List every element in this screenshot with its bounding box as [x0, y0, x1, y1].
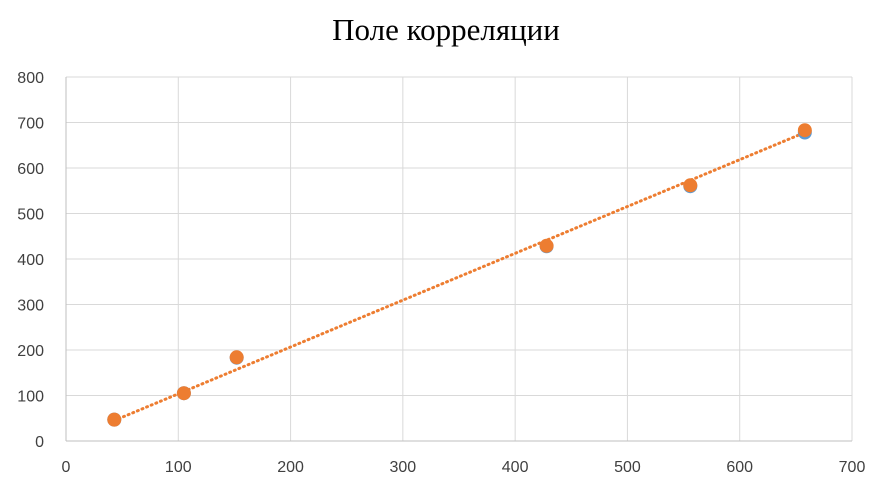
x-tick-label: 0 — [62, 459, 71, 476]
data-point-series-2 — [176, 386, 191, 401]
y-tick-label: 700 — [17, 116, 44, 133]
gridlines — [66, 76, 853, 441]
y-tick-label: 200 — [17, 343, 44, 360]
chart-title: Поле корреляции — [332, 12, 560, 47]
x-tick-label: 700 — [839, 459, 866, 476]
x-tick-label: 100 — [165, 459, 192, 476]
x-tick-label: 600 — [726, 459, 753, 476]
data-point-series-2 — [797, 123, 812, 138]
y-tick-label: 500 — [17, 207, 44, 224]
data-point-series-2 — [683, 178, 698, 193]
y-tick-label: 0 — [35, 434, 44, 451]
y-tick-label: 600 — [17, 161, 44, 178]
data-point-series-2 — [539, 238, 554, 253]
trendline — [112, 131, 807, 423]
trendline-layer — [112, 131, 807, 423]
data-point-series-2 — [107, 412, 122, 427]
data-point-series-2 — [229, 350, 244, 365]
data-points — [107, 123, 812, 427]
x-tick-label: 300 — [390, 459, 417, 476]
y-tick-label: 400 — [17, 252, 44, 269]
x-tick-label: 200 — [277, 459, 304, 476]
y-tick-label: 300 — [17, 298, 44, 315]
y-tick-label: 100 — [17, 389, 44, 406]
y-tick-label: 800 — [17, 70, 44, 87]
x-tick-label: 500 — [614, 459, 641, 476]
tick-labels: 0 100 200 300 400 500 600 700 800 0 100 200 300 400 50… — [17, 70, 865, 476]
x-tick-label: 400 — [502, 459, 529, 476]
axes — [65, 77, 852, 442]
